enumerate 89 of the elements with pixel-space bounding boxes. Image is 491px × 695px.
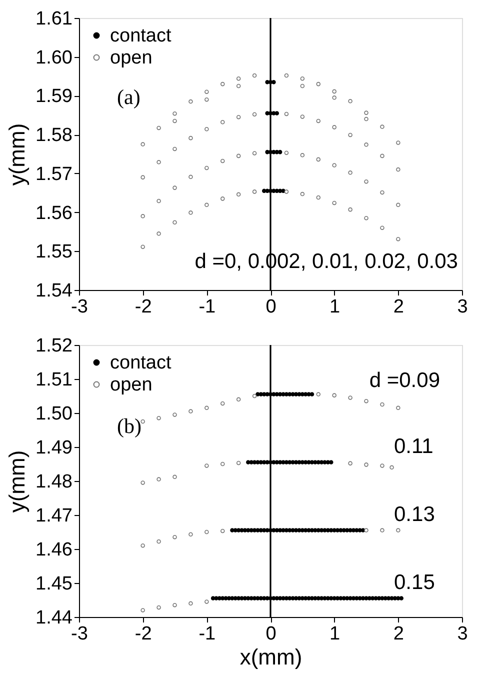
- y-tick-label: 1.56: [36, 202, 72, 224]
- point: [316, 392, 321, 396]
- x-tick-label: -1: [198, 624, 216, 644]
- y-tick-label: 1.59: [36, 86, 72, 108]
- x-axis-title: x(mm): [240, 644, 302, 670]
- point: [156, 477, 161, 482]
- point: [380, 464, 384, 468]
- annotation: (a): [117, 85, 140, 109]
- point: [396, 406, 400, 410]
- y-tick-label: 1.58: [36, 125, 72, 146]
- y-tick-label: 1.48: [36, 472, 72, 492]
- x-tick-label: -2: [134, 624, 152, 644]
- x-tick-label: -3: [71, 296, 88, 318]
- point: [364, 398, 368, 404]
- y-tick-label: 1.55: [36, 242, 72, 263]
- point: [272, 188, 276, 194]
- y-tick-label: 1.49: [36, 438, 72, 458]
- point: [272, 80, 276, 84]
- legend-label: contact: [110, 352, 172, 374]
- point: [348, 396, 352, 400]
- y-tick-label: 1.46: [36, 540, 72, 560]
- annotation: 0.13: [394, 503, 435, 526]
- point: [204, 530, 209, 534]
- annotation: (b): [117, 414, 142, 438]
- point: [268, 111, 273, 116]
- y-tick-label: 1.52: [36, 336, 72, 356]
- y-tick-label: 1.50: [36, 404, 72, 424]
- x-tick-label: 0: [266, 624, 276, 644]
- point: [188, 532, 193, 537]
- point: [390, 465, 394, 470]
- point: [236, 397, 241, 402]
- y-tick-label: 1.47: [36, 506, 72, 526]
- point: [252, 394, 257, 398]
- y-axis-title: y(mm): [4, 123, 30, 186]
- x-tick-label: 1: [330, 296, 340, 318]
- x-tick-label: -3: [71, 624, 88, 644]
- point: [274, 111, 280, 116]
- point: [380, 402, 384, 407]
- x-tick-label: 2: [393, 624, 404, 644]
- point: [172, 602, 177, 608]
- y-tick-label: 1.54: [36, 280, 73, 302]
- point: [220, 462, 225, 466]
- point: [172, 534, 177, 540]
- point: [140, 480, 145, 485]
- y-tick-label: 1.51: [36, 370, 72, 390]
- point: [204, 406, 209, 410]
- x-tick-label: -2: [134, 296, 152, 318]
- y-tick-label: 1.45: [36, 574, 72, 594]
- y-tick-label: 1.44: [36, 608, 73, 628]
- point: [204, 464, 209, 468]
- x-tick-label: 3: [457, 624, 468, 644]
- y-tick-label: 1.61: [36, 8, 72, 30]
- annotation: 0.15: [394, 571, 435, 594]
- point: [156, 539, 161, 544]
- y-tick-label: 1.60: [36, 47, 72, 68]
- x-tick-label: -1: [198, 296, 216, 318]
- point: [156, 605, 161, 610]
- point: [220, 401, 225, 406]
- x-tick-label: 0: [266, 296, 276, 318]
- point: [140, 419, 145, 424]
- point: [332, 393, 336, 398]
- point: [188, 409, 193, 414]
- point: [380, 528, 384, 532]
- legend-label: contact: [110, 26, 172, 46]
- point: [364, 528, 368, 532]
- point: [188, 601, 193, 606]
- annotation: d =0.09: [369, 369, 440, 392]
- point: [140, 543, 145, 548]
- x-tick-label: 2: [393, 296, 404, 318]
- point: [348, 461, 352, 466]
- legend-label: open: [110, 374, 152, 396]
- point: [156, 416, 161, 420]
- point: [396, 528, 400, 532]
- y-tick-label: 1.57: [36, 164, 72, 185]
- point: [272, 150, 276, 154]
- legend-label: open: [110, 48, 152, 68]
- point: [172, 474, 177, 480]
- point: [281, 188, 286, 194]
- point: [265, 150, 270, 154]
- x-tick-label: 1: [330, 624, 340, 644]
- y-axis-title: y(mm): [4, 450, 30, 513]
- annotation: 0.11: [394, 435, 434, 458]
- point: [220, 528, 225, 534]
- point: [236, 460, 241, 466]
- point: [140, 608, 145, 612]
- point: [204, 600, 209, 604]
- x-tick-label: 3: [457, 296, 468, 318]
- point: [172, 412, 177, 417]
- point: [364, 462, 368, 467]
